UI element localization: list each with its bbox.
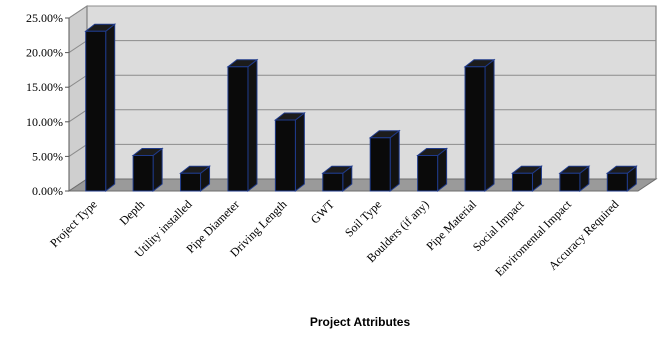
bar (226, 58, 259, 193)
bar-side (105, 23, 116, 193)
y-tick-label: 10.00% (26, 115, 63, 129)
floor (67, 178, 658, 192)
bar-side (389, 129, 400, 193)
bar-side (247, 58, 258, 193)
bars (84, 23, 638, 193)
bar-front (132, 155, 154, 192)
bar-side (294, 111, 305, 193)
bar-front (322, 172, 344, 192)
side-wall (68, 5, 88, 192)
bar (273, 111, 306, 193)
bar-front (511, 172, 533, 192)
bar (605, 165, 638, 193)
bar (321, 165, 354, 193)
x-tick-label: Project Type (47, 197, 100, 250)
x-tick-label: GWT (308, 197, 338, 227)
plot-floor (67, 178, 658, 192)
bar-front (274, 119, 296, 192)
y-tick-label: 20.00% (26, 46, 63, 60)
y-tick-label: 5.00% (32, 149, 63, 163)
bar-front (227, 66, 249, 192)
bar-front (417, 155, 439, 192)
bar (131, 147, 164, 193)
x-tick-label: Soil Type (342, 197, 384, 239)
bar (558, 165, 591, 193)
y-tick-label: 25.00% (26, 11, 63, 25)
bar (179, 165, 211, 193)
bar (84, 23, 117, 193)
y-axis: 0.00% 5.00% 10.00% 15.00% 20.00% 25.00% (26, 11, 70, 198)
bar-front (464, 66, 486, 192)
bar-front (180, 172, 202, 192)
bar-front (85, 30, 107, 192)
bar-front (369, 137, 391, 192)
bar (368, 129, 401, 193)
y-tick-label: 0.00% (32, 184, 63, 198)
bar (463, 58, 496, 193)
bar (511, 165, 543, 193)
y-tick-label: 15.00% (26, 80, 63, 94)
bar-front (606, 172, 628, 192)
bar (416, 147, 449, 193)
gridline (68, 5, 656, 19)
bar-side (484, 58, 495, 193)
x-axis-title: Project Attributes (310, 315, 411, 329)
x-tick-label: Depth (117, 197, 148, 228)
bar-front (559, 172, 581, 192)
